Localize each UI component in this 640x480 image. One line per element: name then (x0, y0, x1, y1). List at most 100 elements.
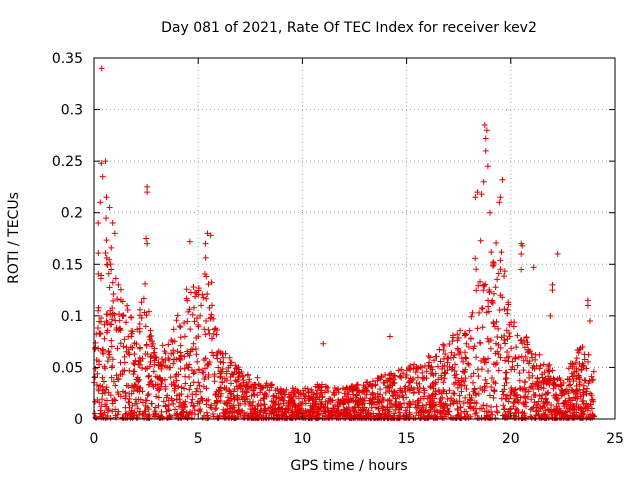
data-point (570, 388, 577, 395)
data-point (273, 394, 280, 401)
data-point (212, 406, 219, 413)
data-point (144, 392, 151, 399)
data-point (129, 344, 136, 351)
data-point (490, 319, 497, 326)
data-point (170, 360, 177, 367)
data-point (314, 414, 321, 421)
data-point (535, 398, 542, 405)
data-point (493, 359, 500, 366)
data-point (352, 409, 359, 416)
data-point (254, 392, 261, 399)
data-point (239, 396, 246, 403)
data-point (442, 370, 449, 377)
data-point (120, 343, 127, 350)
data-point (483, 309, 490, 316)
data-point (231, 385, 238, 392)
data-point (476, 414, 483, 421)
data-point (486, 209, 493, 216)
data-point (413, 380, 420, 387)
data-point (205, 326, 212, 333)
data-point (545, 389, 552, 396)
data-point (385, 408, 392, 415)
data-point (142, 280, 149, 287)
data-point (204, 230, 211, 237)
data-point (339, 395, 346, 402)
data-point (482, 147, 489, 154)
data-point (108, 266, 115, 273)
data-point (122, 393, 129, 400)
data-point (472, 411, 479, 418)
data-point (91, 410, 98, 417)
data-point (313, 401, 320, 408)
data-point (166, 407, 173, 414)
data-point (156, 386, 163, 393)
data-point (497, 194, 504, 201)
data-point (569, 373, 576, 380)
data-point (529, 372, 536, 379)
data-point (454, 337, 461, 344)
data-point (139, 388, 146, 395)
data-point (184, 350, 191, 357)
data-point (508, 345, 515, 352)
data-point (377, 374, 384, 381)
data-point (231, 396, 238, 403)
data-point (551, 377, 558, 384)
data-point (573, 355, 580, 362)
data-point (378, 373, 385, 380)
data-point (204, 291, 211, 298)
data-point (516, 377, 523, 384)
data-point (109, 279, 116, 286)
data-point (162, 350, 169, 357)
data-point (147, 327, 154, 334)
data-point (392, 395, 399, 402)
data-point (488, 408, 495, 415)
data-point (422, 414, 429, 421)
data-point (350, 413, 357, 420)
x-tick-label: 10 (293, 431, 311, 447)
data-point (386, 333, 393, 340)
data-point (585, 380, 592, 387)
data-point (353, 391, 360, 398)
data-point (429, 383, 436, 390)
data-point (188, 399, 195, 406)
data-point (190, 403, 197, 410)
data-point (561, 403, 568, 410)
data-point (484, 163, 491, 170)
data-point (306, 412, 313, 419)
data-point (205, 281, 212, 288)
data-point (213, 388, 220, 395)
data-point (105, 349, 112, 356)
data-point (496, 199, 503, 206)
data-point (176, 396, 183, 403)
data-point (279, 388, 286, 395)
data-point (440, 388, 447, 395)
data-point (180, 409, 187, 416)
data-point (567, 396, 574, 403)
data-point (193, 351, 200, 358)
data-point (532, 351, 539, 358)
data-point (444, 367, 451, 374)
data-point (556, 405, 563, 412)
data-point (518, 266, 525, 273)
data-point (444, 355, 451, 362)
data-point (477, 340, 484, 347)
data-point (508, 319, 515, 326)
x-tick-label: 15 (398, 431, 416, 447)
x-axis-label: GPS time / hours (290, 458, 407, 474)
data-point (458, 382, 465, 389)
data-point (201, 376, 208, 383)
data-point (99, 383, 106, 390)
data-point (502, 369, 509, 376)
data-point (479, 324, 486, 331)
data-point (204, 361, 211, 368)
data-point (227, 362, 234, 369)
data-point (445, 408, 452, 415)
data-point (145, 373, 152, 380)
data-point (366, 381, 373, 388)
data-point (139, 355, 146, 362)
data-point (483, 402, 490, 409)
grid-lines (94, 58, 615, 419)
data-point (470, 345, 477, 352)
data-point (231, 406, 238, 413)
data-point (152, 354, 159, 361)
